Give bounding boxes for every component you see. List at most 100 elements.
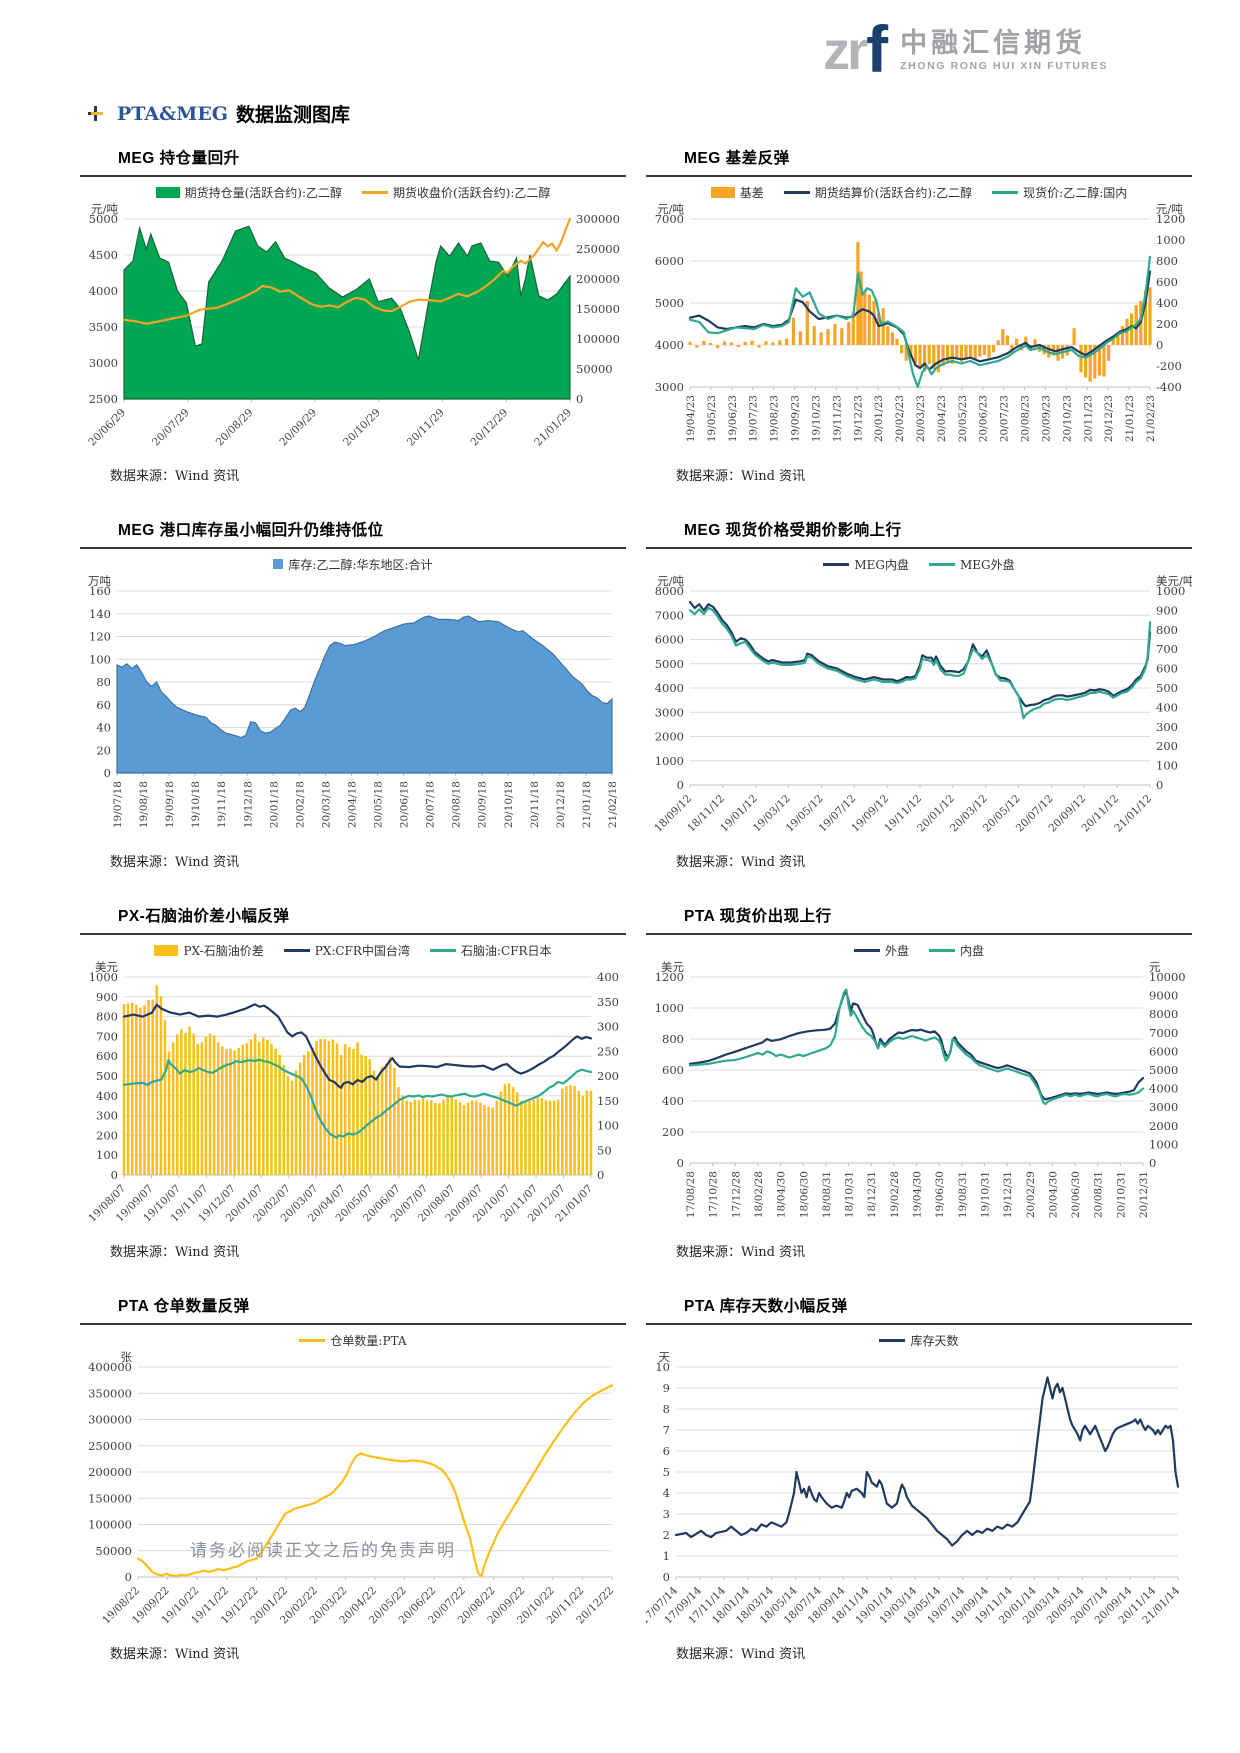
svg-text:20/10/18: 20/10/18 (503, 781, 515, 828)
svg-text:200: 200 (1156, 739, 1178, 753)
svg-text:19/06/30: 19/06/30 (934, 1171, 946, 1218)
svg-text:250000: 250000 (88, 1439, 132, 1453)
svg-text:300: 300 (597, 1020, 619, 1034)
svg-text:200000: 200000 (88, 1465, 132, 1479)
legend-swatch (155, 186, 180, 198)
svg-text:19/08/23: 19/08/23 (769, 395, 781, 442)
svg-text:100: 100 (89, 652, 111, 666)
company-logo: zr f 中融汇信期货 ZHONG RONG HUI XIN FUTURES (823, 16, 1108, 82)
disclaimer-footer: 请务必阅读正文之后的免责声明 (190, 1541, 456, 1561)
svg-text:1: 1 (663, 1549, 670, 1563)
chart-legend: 外盘 内盘 (646, 939, 1192, 961)
section-header: PTA&MEG 数据监测图库 (88, 100, 350, 127)
chart-title: PTA 库存天数小幅反弹 (684, 1298, 848, 1315)
svg-text:20/02/18: 20/02/18 (294, 781, 306, 828)
svg-text:7000: 7000 (655, 608, 684, 622)
svg-text:20/08/31: 20/08/31 (1093, 1171, 1105, 1218)
svg-text:300: 300 (1156, 720, 1178, 734)
svg-text:20/12/29: 20/12/29 (469, 407, 511, 449)
svg-text:700: 700 (1156, 642, 1178, 656)
svg-text:20/12/23: 20/12/23 (1103, 395, 1115, 442)
svg-text:2000: 2000 (1149, 1119, 1178, 1133)
section-title-en: PTA&MEG (117, 102, 229, 125)
chart-panel-meg-port-inventory: MEG 港口库存虽小幅回升仍维持低位 库存:乙二醇:华东地区:合计 0 20 40 6… (80, 512, 626, 894)
data-source: 数据来源：Wind 资讯 (110, 855, 240, 870)
chart-canvas: 0 1000 2000 3000 4000 5000 6000 7000 8000 0 100 200… (652, 574, 1195, 834)
svg-text:100: 100 (597, 1119, 619, 1133)
company-name-en: ZHONG RONG HUI XIN FUTURES (900, 60, 1108, 72)
svg-text:400: 400 (96, 1089, 118, 1103)
svg-text:20/02/29: 20/02/29 (1025, 1171, 1037, 1218)
svg-text:元/吨: 元/吨 (657, 203, 684, 216)
legend-item: 基差 (710, 184, 764, 201)
legend-item: MEG内盘 (823, 556, 909, 573)
svg-text:2000: 2000 (655, 730, 684, 744)
svg-text:600: 600 (1156, 662, 1178, 676)
svg-text:19/02/28: 19/02/28 (889, 1171, 901, 1218)
company-name-cn: 中融汇信期货 (900, 28, 1087, 58)
svg-text:20/08/18: 20/08/18 (451, 781, 463, 828)
svg-text:1200: 1200 (1156, 212, 1185, 226)
svg-text:18/12/31: 18/12/31 (866, 1171, 878, 1218)
legend-swatch (362, 190, 388, 194)
svg-text:250000: 250000 (576, 242, 620, 256)
legend-label: 内盘 (960, 943, 985, 958)
legend-item: 库存:乙二醇:华东地区:合计 (273, 556, 433, 573)
svg-text:20/12/18: 20/12/18 (555, 781, 567, 828)
svg-text:500: 500 (96, 1069, 118, 1083)
svg-text:0: 0 (576, 392, 583, 406)
svg-text:600: 600 (96, 1049, 118, 1063)
svg-text:200: 200 (662, 1125, 684, 1139)
svg-text:20/09/18: 20/09/18 (477, 781, 489, 828)
legend-item: 期货收盘价(活跃合约):乙二醇 (362, 184, 550, 201)
chart-panel-meg-open-interest: MEG 持仓量回升 期货持仓量(活跃合约):乙二醇 期货收盘价(活跃合约):乙二醇… (80, 140, 626, 508)
svg-text:20/08/29: 20/08/29 (214, 407, 256, 449)
chart-legend: PX-石脑油价差 PX:CFR中国台湾 石脑油:CFR日本 (80, 939, 626, 961)
legend-label: 期货持仓量(活跃合约):乙二醇 (184, 185, 342, 200)
svg-text:21/01/23: 21/01/23 (1124, 395, 1136, 442)
list-bullet-icon (88, 106, 103, 121)
svg-text:100000: 100000 (88, 1518, 132, 1532)
svg-text:19/12/23: 19/12/23 (852, 395, 864, 442)
svg-text:20/05/23: 20/05/23 (957, 395, 969, 442)
svg-text:0: 0 (677, 1156, 684, 1170)
svg-text:6: 6 (663, 1444, 670, 1458)
svg-text:40: 40 (96, 721, 111, 735)
legend-item: MEG外盘 (929, 556, 1015, 573)
svg-text:20/07/18: 20/07/18 (425, 781, 437, 828)
svg-text:140: 140 (89, 607, 111, 621)
section-title-cn: 数据监测图库 (236, 104, 351, 126)
legend-swatch (429, 948, 456, 952)
chart-legend: 仓单数量:PTA (80, 1329, 626, 1351)
svg-text:9: 9 (663, 1381, 670, 1395)
data-source: 数据来源：Wind 资讯 (110, 1647, 240, 1662)
svg-text:50000: 50000 (95, 1544, 132, 1558)
chart-title: MEG 港口库存虽小幅回升仍维持低位 (118, 522, 384, 539)
svg-text:20/10/29: 20/10/29 (341, 407, 383, 449)
svg-text:9000: 9000 (1149, 989, 1178, 1003)
svg-text:700: 700 (96, 1029, 118, 1043)
chart-canvas: 0 50000 100000 150000 200000 250000 300000 3500… (88, 1350, 616, 1626)
data-source: 数据来源：Wind 资讯 (110, 1245, 240, 1260)
legend-label: 外盘 (884, 943, 909, 958)
svg-text:4000: 4000 (1149, 1082, 1178, 1096)
legend-swatch (879, 1338, 906, 1342)
svg-text:4000: 4000 (89, 284, 118, 298)
svg-text:20/01/23: 20/01/23 (873, 395, 885, 442)
legend-label: 期货收盘价(活跃合约):乙二醇 (393, 185, 551, 200)
svg-text:19/08/18: 19/08/18 (138, 781, 150, 828)
svg-text:19/10/18: 19/10/18 (190, 781, 202, 828)
svg-text:20/02/23: 20/02/23 (894, 395, 906, 442)
svg-text:6000: 6000 (1149, 1044, 1178, 1058)
svg-text:20/11/29: 20/11/29 (405, 407, 447, 449)
svg-text:0: 0 (1149, 1156, 1156, 1170)
svg-text:19/12/18: 19/12/18 (242, 781, 254, 828)
svg-text:160: 160 (89, 584, 111, 598)
data-source: 数据来源：Wind 资讯 (676, 1647, 806, 1662)
svg-text:元/吨: 元/吨 (1156, 203, 1183, 216)
svg-text:3000: 3000 (655, 705, 684, 719)
svg-text:900: 900 (1156, 603, 1178, 617)
data-source: 数据来源：Wind 资讯 (676, 1245, 806, 1260)
chart-panel-px-naphtha-spread: PX-石脑油价差小幅反弹 PX-石脑油价差 PX:CFR中国台湾 石脑油:CFR日本… (80, 898, 626, 1284)
svg-text:4: 4 (663, 1486, 670, 1500)
